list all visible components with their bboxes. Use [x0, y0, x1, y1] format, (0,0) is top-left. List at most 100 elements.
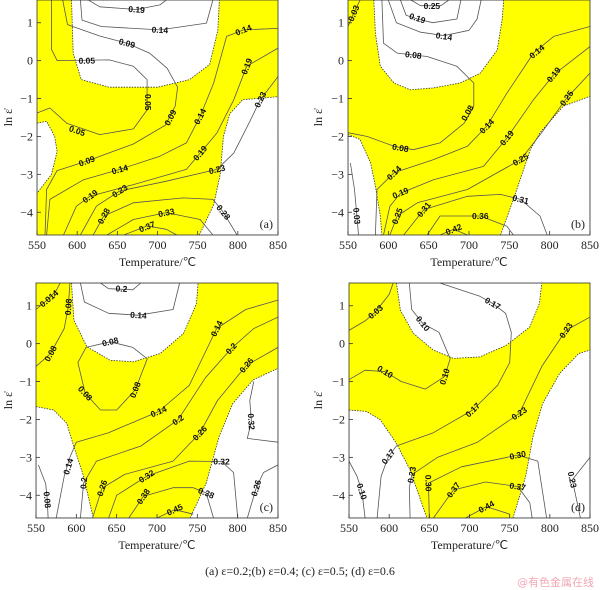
x-tick-label: 700 — [148, 521, 166, 535]
x-axis-title: Temperature/℃ — [119, 255, 196, 269]
contour-line-0.19 — [400, 0, 462, 24]
instability-region — [37, 120, 58, 194]
y-tick-label: −4 — [331, 205, 344, 219]
contour-line-0.03 — [349, 283, 394, 331]
x-tick-label: 800 — [229, 238, 247, 252]
watermark: @有色金属在线 — [517, 576, 594, 589]
contour-label: 0.2 — [78, 476, 89, 489]
contour-line-0.17 — [376, 283, 512, 518]
y-axis-title: ln ε̇ — [1, 108, 15, 126]
contour-label: 0.36 — [472, 211, 489, 221]
contour-label: 0.14 — [110, 162, 129, 176]
contour-label: 0.23 — [208, 163, 227, 177]
contour-line-0.014 — [36, 283, 61, 310]
panel-label: (d) — [571, 500, 585, 514]
y-tick-label: 1 — [338, 16, 344, 30]
contour-line-0.08 — [348, 0, 475, 151]
y-tick-label: −1 — [19, 375, 32, 389]
contour-line-0.19 — [383, 46, 590, 235]
instability-region — [36, 406, 94, 518]
contour-label: 0.33 — [157, 206, 175, 219]
contour-label: 0.08 — [63, 298, 74, 315]
x-tick-label: 650 — [108, 521, 126, 535]
x-axis-title: Temperature/℃ — [431, 538, 508, 552]
x-tick-label: 750 — [188, 521, 206, 535]
contour-label: 0.08 — [41, 491, 53, 509]
contour-line-0.31 — [403, 193, 548, 235]
y-tick-label: −2 — [20, 129, 33, 143]
x-tick-label: 700 — [149, 238, 167, 252]
y-tick-label: 0 — [27, 54, 33, 68]
instability-region — [349, 409, 428, 518]
x-tick-label: 750 — [500, 238, 518, 252]
panel-d: 0.03 0.170.170.170.100.100.100.100.230.23… — [311, 282, 599, 552]
x-tick-label: 800 — [541, 521, 559, 535]
x-tick-label: 850 — [581, 521, 599, 535]
contour-line-0.19 — [63, 47, 278, 235]
contour-label: 0.10 — [437, 367, 452, 386]
instability-region — [373, 0, 505, 91]
contour-line-0.26 — [246, 464, 278, 518]
instability-region — [189, 367, 278, 518]
instability-region — [395, 283, 543, 359]
y-tick-label: 1 — [339, 299, 345, 313]
panel-label: (c) — [260, 500, 273, 514]
contour-line-0.08 — [38, 464, 49, 518]
contour-line-0.09 — [44, 0, 179, 235]
y-tick-label: −1 — [331, 92, 344, 106]
contour-line-0.42 — [439, 228, 468, 235]
y-tick-label: 0 — [339, 337, 345, 351]
contour-line-0.14 — [387, 0, 482, 36]
contour-line-0.23 — [408, 316, 590, 518]
contour-label: 0.32 — [246, 413, 257, 431]
contour-label: 0.19 — [128, 4, 145, 15]
contour-label: 0.25 — [424, 1, 441, 11]
y-tick-label: 1 — [27, 16, 33, 30]
contour-line-0.37 — [433, 481, 533, 518]
contour-label: 0.37 — [509, 480, 527, 492]
x-tick-label: 600 — [68, 238, 86, 252]
x-tick-label: 550 — [27, 521, 45, 535]
contour-label: 0.14 — [435, 30, 453, 42]
x-tick-label: 800 — [541, 238, 559, 252]
contour-line-0.08 — [36, 283, 71, 367]
contour-line-0.14 — [80, 283, 180, 316]
y-axis-title: ln ε̇ — [1, 391, 15, 409]
x-tick-label: 600 — [379, 238, 397, 252]
instability-region — [71, 0, 220, 88]
contour-label: 0.10 — [355, 482, 370, 501]
contour-line-0.44 — [465, 506, 510, 518]
figure-caption: (a) ε=0.2;(b) ε=0.4; (c) ε=0.5; (d) ε=0.… — [205, 564, 395, 578]
contour-line-0.26 — [92, 347, 278, 518]
contour-label: 0.30 — [423, 475, 433, 492]
contour-line-0.19 — [88, 0, 167, 10]
contour-line-0.2 — [100, 283, 142, 291]
x-axis-title: Temperature/℃ — [118, 538, 195, 552]
y-tick-label: 0 — [338, 54, 344, 68]
contour-line-0.2 — [80, 316, 278, 518]
contour-label: 0.26 — [249, 478, 263, 497]
contour-line-0.36 — [426, 215, 514, 235]
y-tick-label: −3 — [20, 167, 33, 181]
y-axis-title: ln ε̇ — [311, 391, 325, 409]
panel-b: 0.030.030.250.190.140.080.080.080.140.14… — [311, 0, 599, 269]
x-tick-label: 850 — [581, 238, 599, 252]
y-tick-label: −2 — [331, 129, 344, 143]
contour-line-0.14 — [46, 28, 278, 235]
panel-label: (b) — [571, 217, 585, 231]
panel-a: 0.050.050.050.090.090.090.140.140.140.14… — [1, 0, 287, 269]
x-tick-label: 700 — [460, 238, 478, 252]
x-tick-label: 550 — [340, 521, 358, 535]
y-tick-label: −2 — [19, 412, 32, 426]
x-tick-label: 750 — [501, 521, 519, 535]
y-axis-title: ln ε̇ — [311, 108, 325, 126]
y-tick-label: −3 — [332, 450, 345, 464]
contour-line-0.33 — [106, 212, 214, 235]
contour-line-0.32 — [246, 381, 278, 443]
contour-label: 0.08 — [405, 49, 423, 61]
y-tick-label: −3 — [331, 167, 344, 181]
contour-label: 0.42 — [444, 221, 463, 237]
contour-label: 0.26 — [95, 478, 110, 497]
y-tick-label: −4 — [332, 488, 345, 502]
